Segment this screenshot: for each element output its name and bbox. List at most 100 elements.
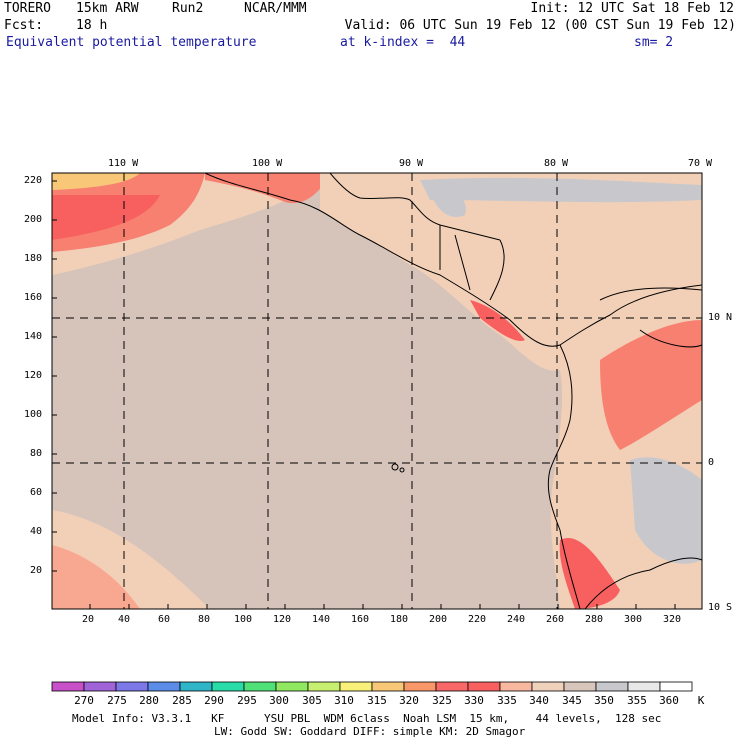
warmest-corner: [52, 173, 140, 190]
colorbar-swatch: [435, 681, 469, 692]
lat-label-10n: 10 N: [708, 312, 733, 323]
forecast-hour: 18 h: [76, 18, 108, 33]
x-tick-label-80: 80: [198, 614, 211, 625]
colorbar-swatch: [531, 681, 565, 692]
lat-label-0: 0: [708, 457, 715, 468]
colorbar-label-295: 295: [237, 694, 257, 707]
colorbar-swatch: [595, 681, 629, 692]
hot-spot-costa-rica: [470, 300, 525, 341]
colorbar-label-310: 310: [334, 694, 354, 707]
smoothing-info: sm= 2: [634, 35, 674, 50]
colorbar-unit: K: [697, 694, 705, 707]
colorbar-swatch: [211, 681, 245, 692]
hot-region-southwest: [52, 545, 140, 609]
hot-core-northwest: [52, 195, 160, 240]
coastlines: [204, 173, 702, 609]
model-resolution: 15km ARW: [76, 1, 139, 16]
cool-amazon: [630, 457, 702, 564]
x-tick-label-60: 60: [158, 614, 171, 625]
lat-label-10s: 10 S: [708, 602, 733, 613]
y-tick-label-60: 60: [30, 487, 43, 498]
x-tick-label-40: 40: [118, 614, 131, 625]
y-tick-label-40: 40: [30, 526, 43, 537]
colorbar-swatch: [275, 681, 309, 692]
x-tick-label-20: 20: [82, 614, 95, 625]
colorbar-swatch: [499, 681, 533, 692]
colorbar-label-355: 355: [627, 694, 647, 707]
land-central-america: [320, 173, 702, 371]
y-tick-label-140: 140: [24, 331, 43, 342]
colorbar-label-280: 280: [139, 694, 159, 707]
plot-frame: [51, 172, 703, 610]
x-tick-label-120: 120: [273, 614, 292, 625]
colorbar-label-315: 315: [367, 694, 387, 707]
cool-region-east: [420, 177, 702, 203]
x-tick-label-320: 320: [663, 614, 682, 625]
x-tick-label-200: 200: [429, 614, 448, 625]
forecast-label: Fcst:: [4, 18, 44, 33]
colorbar-label-290: 290: [204, 694, 224, 707]
colorbar-label-335: 335: [497, 694, 517, 707]
colorbar-swatch: [51, 681, 85, 692]
colorbar-swatch: [371, 681, 405, 692]
colorbar-swatch: [627, 681, 661, 692]
colorbar-swatch: [179, 681, 213, 692]
model-info-line1: Model Info: V3.3.1 KF YSU PBL WDM 6class…: [72, 712, 662, 725]
colorbar-swatch: [83, 681, 117, 692]
x-tick-label-220: 220: [468, 614, 487, 625]
y-tick-label-100: 100: [24, 409, 43, 420]
model-name: TORERO: [4, 1, 51, 16]
x-tick-label-280: 280: [585, 614, 604, 625]
lon-label-70w: 70 W: [688, 158, 713, 169]
y-tick-label-180: 180: [24, 253, 43, 264]
colorbar-label-345: 345: [562, 694, 582, 707]
x-tick-label-160: 160: [351, 614, 370, 625]
model-info-line2: LW: Godd SW: Goddard DIFF: simple KM: 2D…: [214, 725, 526, 738]
hot-andes-north: [600, 320, 702, 450]
y-tick-marks: [52, 180, 57, 572]
colorbar-swatch: [147, 681, 181, 692]
colorbar-swatch: [115, 681, 149, 692]
colorbar-label-340: 340: [529, 694, 549, 707]
colorbar-label-360: 360: [659, 694, 679, 707]
colorbar-label-330: 330: [464, 694, 484, 707]
y-tick-label-80: 80: [30, 448, 43, 459]
y-tick-label-20: 20: [30, 565, 43, 576]
graticule: [52, 173, 702, 609]
colorbar-label-270: 270: [74, 694, 94, 707]
colorbar-swatch: [339, 681, 373, 692]
colorbar-swatch: [403, 681, 437, 692]
x-tick-label-240: 240: [507, 614, 526, 625]
x-tick-label-300: 300: [624, 614, 643, 625]
x-tick-marks: [89, 604, 676, 609]
lon-label-100w: 100 W: [252, 158, 283, 169]
colorbar-label-275: 275: [107, 694, 127, 707]
x-tick-label-180: 180: [390, 614, 409, 625]
y-tick-label-120: 120: [24, 370, 43, 381]
field-name: Equivalent potential temperature: [6, 35, 257, 50]
colorbar-swatch: [563, 681, 597, 692]
colorbar-swatch: [467, 681, 501, 692]
lon-label-90w: 90 W: [399, 158, 424, 169]
x-tick-label-140: 140: [312, 614, 331, 625]
valid-time: Valid: 06 UTC Sun 19 Feb 12 (00 CST Sun …: [344, 18, 736, 33]
colorbar-swatch: [243, 681, 277, 692]
colorbar-label-305: 305: [302, 694, 322, 707]
colorbar-label-300: 300: [269, 694, 289, 707]
org-label: NCAR/MMM: [244, 1, 307, 16]
colorbar-label-320: 320: [399, 694, 419, 707]
lon-label-80w: 80 W: [544, 158, 569, 169]
run-label: Run2: [172, 1, 204, 16]
colorbar-swatch: [659, 681, 693, 692]
x-tick-label-100: 100: [234, 614, 253, 625]
x-tick-label-260: 260: [546, 614, 565, 625]
init-time: Init: 12 UTC Sat 18 Feb 12: [530, 1, 735, 16]
y-tick-label-160: 160: [24, 292, 43, 303]
colorbar-swatch: [307, 681, 341, 692]
y-tick-label-200: 200: [24, 214, 43, 225]
colorbar-label-285: 285: [172, 694, 192, 707]
colorbar: [51, 681, 693, 692]
level-info: at k-index = 44: [340, 35, 466, 50]
colorbar-label-325: 325: [432, 694, 452, 707]
